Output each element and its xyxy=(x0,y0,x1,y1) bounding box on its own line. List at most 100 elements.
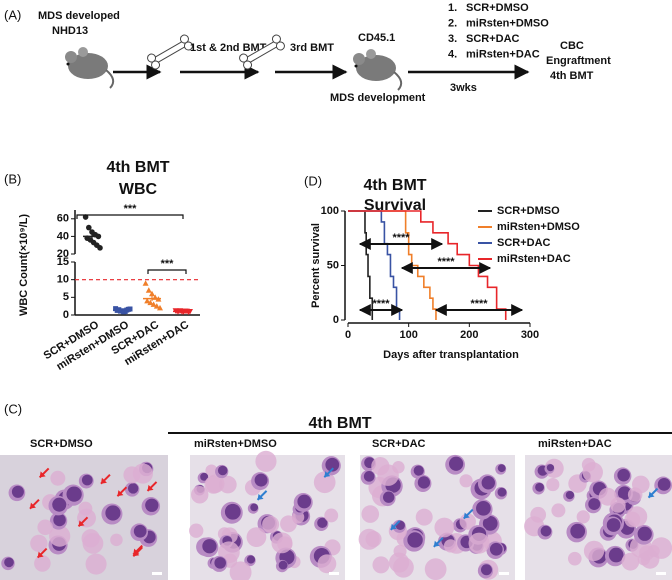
recipient-note: MDS development xyxy=(330,92,426,104)
nucleus xyxy=(254,473,268,487)
nucleus xyxy=(11,485,24,498)
image-label: miRsten+DAC xyxy=(538,438,612,450)
y-tick-label: 0 xyxy=(333,314,339,326)
rbc xyxy=(271,532,293,554)
nucleus xyxy=(413,465,424,476)
rbc xyxy=(191,486,209,504)
rbc xyxy=(262,515,280,533)
cell-arrowhead xyxy=(29,502,36,509)
cell-arrowhead xyxy=(78,520,85,527)
step-text: 1st & 2nd BMT xyxy=(190,42,267,54)
rbc xyxy=(582,462,603,483)
nucleus xyxy=(617,486,632,500)
panel-title: 4th BMT xyxy=(308,415,371,432)
cell-arrowhead xyxy=(257,493,264,500)
nucleus xyxy=(325,457,340,472)
micrograph xyxy=(189,450,345,580)
survival-line xyxy=(348,210,437,320)
x-tick-label: 300 xyxy=(521,329,539,341)
data-point xyxy=(117,308,123,314)
y-tick-label: 50 xyxy=(327,259,339,271)
data-point xyxy=(142,280,149,286)
micrograph xyxy=(0,455,168,580)
y-tick-label: 0 xyxy=(63,309,69,321)
treatment-name: miRsten+DAC xyxy=(466,48,540,60)
rbc xyxy=(551,503,566,518)
rbc xyxy=(610,497,626,513)
rbc xyxy=(576,510,590,524)
rbc xyxy=(246,527,267,548)
rbc xyxy=(626,506,648,527)
nucleus xyxy=(497,464,506,473)
rbc xyxy=(621,552,640,571)
chart-subtitle: WBC xyxy=(119,181,158,198)
nucleus xyxy=(105,505,121,521)
nucleus xyxy=(481,476,495,490)
data-point xyxy=(121,309,127,315)
significance-label: **** xyxy=(437,256,455,268)
rbc xyxy=(37,519,53,536)
nucleus xyxy=(540,525,552,537)
nucleus xyxy=(278,560,288,570)
rbc xyxy=(205,464,218,477)
rbc xyxy=(34,555,51,572)
cell-arrowhead xyxy=(433,540,440,547)
nucleus xyxy=(66,486,82,502)
rbc xyxy=(530,506,547,523)
mouse-icon xyxy=(353,49,403,91)
nucleus xyxy=(133,524,147,538)
nucleus xyxy=(497,487,507,497)
nucleus xyxy=(546,464,555,472)
cell-arrowhead xyxy=(39,471,46,478)
y-tick-label: 10 xyxy=(57,274,69,286)
mouse-icon xyxy=(65,47,115,89)
nucleus xyxy=(608,547,624,563)
nucleus xyxy=(127,483,139,494)
data-point xyxy=(153,303,160,309)
scale-bar xyxy=(656,572,666,575)
treatment-list: 1. SCR+DMSO 2. miRsten+DMSO 3. SCR+DAC 4. miRst… xyxy=(448,2,549,61)
significance-bracket xyxy=(147,269,187,274)
y-tick-label: 100 xyxy=(321,205,339,217)
rbc xyxy=(313,471,336,494)
y-tick-label: 60 xyxy=(57,213,69,225)
rbc xyxy=(324,508,339,523)
nucleus xyxy=(395,520,405,531)
data-point xyxy=(86,224,92,231)
treatment-number: 2. xyxy=(448,17,457,29)
image-label: SCR+DAC xyxy=(372,438,426,450)
treatment-name: SCR+DMSO xyxy=(466,2,529,14)
rbc xyxy=(468,532,490,554)
cell-arrowhead xyxy=(463,512,470,519)
x-tick-label: 200 xyxy=(460,329,478,341)
nucleus xyxy=(200,472,209,481)
y-tick-label: 15 xyxy=(57,256,69,268)
rbc xyxy=(280,515,297,533)
rbc xyxy=(361,505,380,523)
data-point xyxy=(82,214,89,220)
rbc xyxy=(317,554,337,574)
nucleus xyxy=(246,555,256,564)
survival-line xyxy=(348,210,374,320)
nucleus xyxy=(476,500,491,516)
x-tick-label: 0 xyxy=(345,329,351,341)
cell-arrowhead xyxy=(100,477,107,484)
scale-bar xyxy=(499,572,509,575)
readout-text: Engraftment xyxy=(546,55,611,67)
nucleus xyxy=(145,498,159,512)
data-point xyxy=(145,287,152,293)
readout-text: 4th BMT xyxy=(550,70,594,82)
panel-label: (C) xyxy=(4,401,22,416)
survival-line xyxy=(348,210,401,320)
treatment-number: 4. xyxy=(448,48,457,60)
nucleus xyxy=(52,497,67,512)
rbc xyxy=(567,551,582,566)
donor-text: MDS developed xyxy=(38,10,120,22)
y-tick-label: 40 xyxy=(57,230,69,242)
nucleus xyxy=(617,468,630,482)
bone-icon xyxy=(147,34,193,70)
panel-label: (B) xyxy=(4,171,21,186)
chart-subtitle: Survival xyxy=(364,197,426,214)
rbc xyxy=(49,525,71,547)
